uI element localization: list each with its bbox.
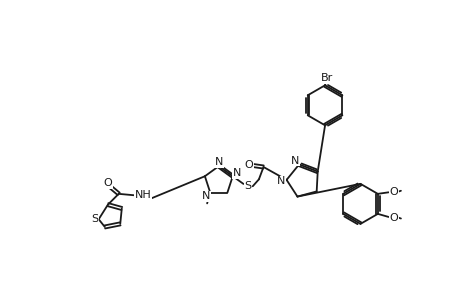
Text: N: N bbox=[214, 157, 223, 167]
Text: S: S bbox=[244, 181, 251, 191]
Text: Br: Br bbox=[320, 73, 332, 83]
Text: O: O bbox=[389, 213, 397, 223]
Text: N: N bbox=[232, 168, 240, 178]
Text: S: S bbox=[91, 214, 98, 224]
Text: O: O bbox=[244, 160, 253, 170]
Text: O: O bbox=[103, 178, 112, 188]
Text: N: N bbox=[291, 155, 299, 166]
Text: O: O bbox=[389, 187, 397, 196]
Text: N: N bbox=[276, 176, 285, 186]
Text: NH: NH bbox=[134, 190, 151, 200]
Text: N: N bbox=[202, 191, 210, 201]
